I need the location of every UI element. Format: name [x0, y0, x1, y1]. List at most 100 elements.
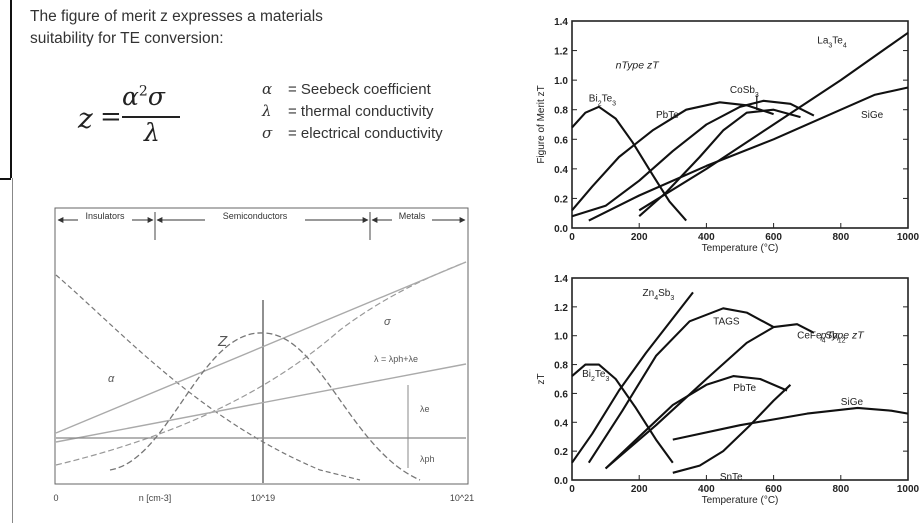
y-axis-label: zT	[536, 373, 547, 384]
curve-label: La3Te4	[817, 35, 847, 49]
y-tick-label: 0.6	[554, 135, 568, 146]
curve-label: Bi2Te3	[582, 369, 609, 383]
z-curve	[109, 332, 421, 481]
series-bi2te3	[571, 105, 687, 222]
series-snte	[672, 384, 792, 474]
formula-fraction-bar	[122, 116, 180, 118]
left-frame-vertical	[10, 0, 12, 178]
lambda-total-curve	[55, 363, 467, 443]
y-tick-label: 0.0	[554, 224, 568, 235]
curve-label: CoSb3	[730, 85, 759, 99]
y-tick-label: 1.2	[554, 303, 568, 314]
curve-label: Zn4Sb3	[643, 288, 675, 302]
x-tick-label: 800	[832, 484, 849, 495]
y-axis-label: Figure of Merit zT	[536, 85, 547, 163]
y-tick-label: 0.8	[554, 361, 568, 372]
series-zn4sb3	[571, 291, 694, 464]
series-unlabeled	[638, 108, 801, 217]
lambda-e-label: λe	[420, 404, 430, 414]
region-label-metals: Metals	[399, 211, 426, 221]
series-la3te4	[638, 31, 909, 212]
formula-lhs: z	[78, 102, 93, 135]
curve-label: SiGe	[841, 397, 864, 408]
x-tick-label: 800	[832, 232, 849, 243]
y-tick-label: 1.0	[554, 332, 568, 343]
curve-label: SnTe	[720, 472, 743, 483]
formula-denominator: λ	[144, 118, 160, 147]
curve-label: PbTe	[656, 110, 679, 121]
x-tick-label: 200	[631, 484, 648, 495]
formula-equals: =	[100, 102, 122, 132]
x-tick-label: 0	[569, 484, 575, 495]
series-cefe4sb12	[604, 323, 815, 470]
lambda-ph-label: λph	[420, 454, 435, 464]
x-axis-label: Temperature (°C)	[702, 243, 779, 254]
series-pbte	[571, 101, 774, 211]
formula-numerator: α2σ	[122, 82, 165, 111]
x-tick-label: 1000	[897, 232, 920, 243]
chart-title: nType zT	[616, 59, 661, 71]
alpha-label: α	[108, 373, 115, 385]
x-tick-label: 600	[765, 232, 782, 243]
sigma-curve	[55, 261, 467, 466]
y-tick-label: 0.2	[554, 447, 568, 458]
x-tick-label: 400	[698, 232, 715, 243]
y-tick-label: 0.4	[554, 165, 568, 176]
y-tick-label: 0.6	[554, 389, 568, 400]
left-frame-lower	[12, 178, 13, 523]
x-tick-label: 0	[569, 232, 575, 243]
region-label-insulators: Insulators	[85, 211, 125, 221]
series-sige	[672, 406, 909, 441]
x-tick-label: 1000	[897, 484, 920, 495]
y-tick-label: 0.0	[554, 476, 568, 487]
y-tick-label: 1.2	[554, 47, 568, 58]
curve-label: Bi2Te3	[589, 93, 616, 107]
intro-line-1: The figure of merit z expresses a materi…	[30, 8, 323, 25]
sigma-line	[55, 261, 467, 434]
series-pbte	[604, 375, 788, 470]
lambda-total-label: λ = λph+λe	[374, 354, 418, 364]
x-axis-label: Temperature (°C)	[702, 495, 779, 506]
y-tick-label: 1.4	[554, 17, 568, 28]
curve-label: CeFe4Sb12	[797, 331, 845, 345]
z-label: Z	[217, 333, 228, 350]
series-tags	[587, 307, 775, 464]
y-tick-label: 1.4	[554, 274, 568, 285]
plot-frame	[571, 277, 909, 481]
x-label-1e19: 10^19	[251, 493, 275, 503]
x-tick-label: 200	[631, 232, 648, 243]
y-tick-label: 0.8	[554, 106, 568, 117]
y-tick-label: 1.0	[554, 76, 568, 87]
series-sige	[588, 86, 909, 222]
plot-frame	[571, 20, 909, 229]
series-cosb3	[571, 99, 815, 218]
x-tick-label: 400	[698, 484, 715, 495]
definition-lambda: λ = thermal conductivity	[262, 102, 434, 120]
curve-label: SiGe	[861, 110, 884, 121]
series-bi2te3	[571, 363, 674, 464]
x-label-1e21: 10^21	[450, 493, 474, 503]
x-label-n: n [cm-3]	[139, 493, 172, 503]
x-tick-label: 600	[765, 484, 782, 495]
region-label-semiconductors: Semiconductors	[223, 211, 288, 221]
schematic-box	[54, 207, 469, 485]
curve-label: TAGS	[713, 316, 740, 327]
left-frame-corner	[0, 178, 11, 180]
definition-sigma: σ = electrical conductivity	[262, 124, 443, 142]
symbol-definitions: α = Seebeck coefficient λ = thermal conduc…	[262, 80, 443, 146]
intro-line-2: suitability for TE conversion:	[30, 30, 224, 47]
y-tick-label: 0.4	[554, 418, 568, 429]
curve-label: PbTe	[733, 383, 756, 394]
n-type-chart: 0.0 0.2 0.4 0.6 0.8 1.0 1.2 1.4 0 200 400 600 800 100…	[536, 17, 920, 254]
figure-of-merit-formula: z = α2σ λ	[78, 82, 198, 148]
chart-title: pType zT	[820, 330, 866, 342]
definition-alpha: α = Seebeck coefficient	[262, 80, 431, 98]
p-type-chart: 0.0 0.2 0.4 0.6 0.8 1.0 1.2 1.4 0 200 400 600 800 100…	[536, 274, 920, 506]
sigma-label: σ	[384, 316, 391, 328]
y-tick-label: 0.2	[554, 194, 568, 205]
x-label-zero: 0	[53, 493, 58, 503]
intro-text: The figure of merit z expresses a materi…	[30, 6, 510, 50]
alpha-curve	[55, 274, 361, 481]
